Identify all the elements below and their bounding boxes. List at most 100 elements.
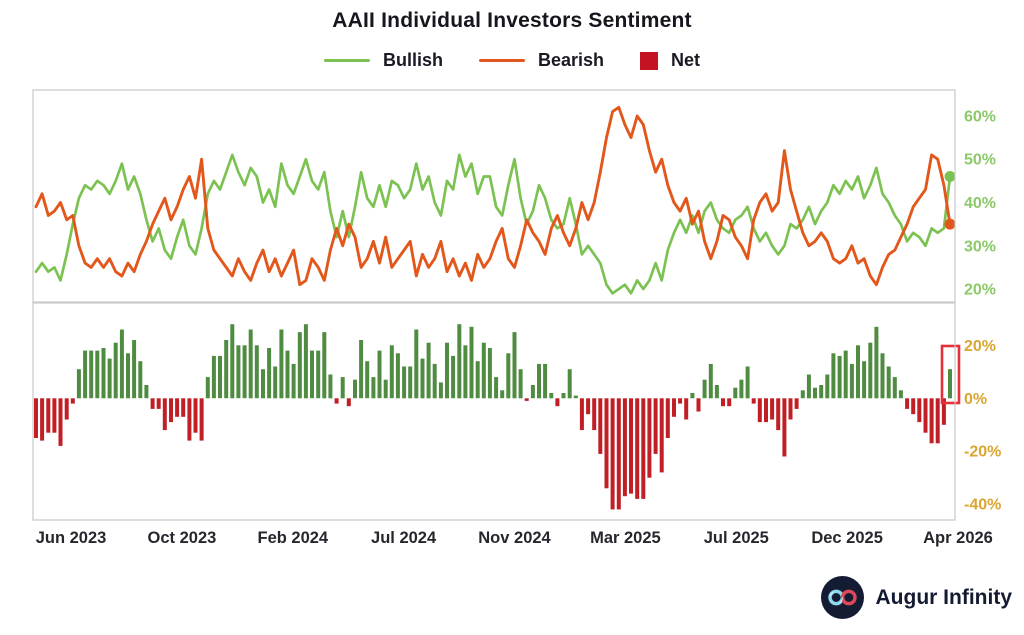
net-bar (721, 398, 725, 407)
net-bar (806, 374, 811, 399)
y-axis-label-bottom: -40% (964, 497, 1001, 514)
net-bar (261, 369, 265, 399)
legend-item-bearish: Bearish (478, 50, 605, 71)
net-bar (647, 398, 652, 478)
net-bar (58, 398, 63, 446)
net-bar (230, 324, 235, 399)
net-bar (592, 398, 597, 431)
net-bar (46, 398, 51, 433)
net-bar (813, 387, 817, 399)
net-bar (530, 385, 535, 399)
bullish-end-marker (944, 171, 956, 183)
net-bar (279, 329, 284, 399)
net-bar (935, 398, 940, 444)
brand-footer: Augur Infinity (820, 576, 1012, 619)
net-bar (291, 363, 296, 399)
chart-title: AAII Individual Investors Sentiment (332, 9, 692, 32)
net-bar (267, 348, 272, 399)
net-square-swatch-icon (640, 51, 659, 70)
bearish-end-marker (944, 218, 956, 230)
net-bar (420, 358, 425, 399)
net-bar (426, 342, 431, 399)
legend-label-bearish: Bearish (537, 50, 605, 70)
net-bar (941, 398, 946, 425)
net-bar (745, 366, 750, 399)
net-bar (923, 398, 928, 433)
net-bar (819, 385, 824, 399)
net-bar (831, 353, 836, 399)
net-bar (162, 398, 167, 431)
net-bar (76, 369, 81, 399)
x-axis-label: Nov 2024 (478, 529, 551, 547)
net-bar (862, 361, 867, 399)
net-bar (199, 398, 204, 441)
latest-bar-highlight (940, 344, 961, 405)
net-bar (500, 390, 505, 399)
net-bar (629, 398, 633, 494)
x-axis-label: Jul 2025 (704, 529, 769, 547)
net-bar (733, 387, 738, 399)
net-bar (95, 350, 100, 399)
net-bar (353, 379, 357, 399)
net-bar (739, 379, 744, 399)
net-bar (598, 398, 603, 454)
net-bar (371, 377, 376, 399)
net-bar (702, 379, 707, 399)
net-bar (119, 329, 124, 399)
net-bar (83, 350, 88, 399)
net-bar (506, 353, 511, 399)
net-bars (34, 324, 952, 510)
net-bar (874, 326, 879, 399)
net-bar (604, 398, 609, 489)
net-bar (659, 398, 664, 473)
net-bar (34, 398, 38, 438)
net-bar (156, 398, 161, 409)
net-bar (567, 369, 572, 399)
net-bar (175, 398, 180, 417)
net-bar (776, 398, 781, 431)
x-axis-label: Oct 2023 (148, 529, 217, 547)
net-bar (451, 355, 456, 399)
net-bar (297, 332, 302, 399)
net-bar (494, 377, 499, 399)
net-bar (340, 377, 345, 399)
net-bar (929, 398, 934, 444)
net-bar (561, 393, 566, 399)
x-axis-label: Dec 2025 (811, 529, 883, 547)
net-bar (310, 350, 314, 399)
net-bar (89, 350, 94, 399)
net-bar (782, 398, 787, 457)
net-bar (408, 366, 413, 399)
net-bar (764, 398, 768, 423)
net-bar (948, 369, 952, 399)
net-bar (672, 398, 676, 417)
x-axis-label: Apr 2026 (923, 529, 993, 547)
net-bar (187, 398, 192, 441)
net-bar (555, 398, 560, 407)
net-bar (678, 398, 683, 404)
net-bar (610, 398, 615, 510)
net-bar (463, 345, 468, 399)
brand-name: Augur Infinity (875, 585, 1012, 609)
net-bar (524, 398, 529, 401)
net-bar (383, 379, 388, 399)
net-bar (880, 353, 885, 399)
augur-infinity-logo-icon (820, 576, 864, 619)
net-bar (837, 355, 842, 399)
net-bar (543, 363, 548, 399)
bearish-line-swatch-icon (478, 58, 525, 63)
y-axis-label-top: 60% (964, 109, 996, 126)
net-bar (438, 382, 443, 399)
net-bar (389, 345, 394, 399)
net-bar (843, 350, 848, 399)
net-bar (727, 398, 732, 407)
y-axis-label-top: 20% (964, 282, 996, 299)
legend-label-bullish: Bullish (382, 50, 443, 70)
net-bar (40, 398, 45, 441)
net-bar (825, 374, 830, 399)
net-bar (254, 345, 259, 399)
net-bar (616, 398, 621, 510)
net-bar (126, 353, 130, 399)
net-bar (898, 390, 903, 399)
